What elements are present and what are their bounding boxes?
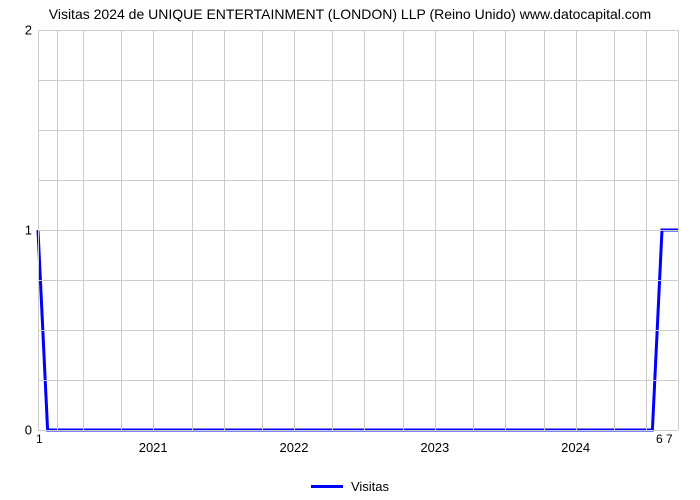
grid-line-vertical: [121, 30, 122, 430]
grid-line-horizontal: [38, 30, 678, 31]
grid-line-vertical: [224, 30, 225, 430]
grid-line-horizontal: [38, 330, 678, 331]
legend-label: Visitas: [351, 479, 389, 494]
grid-line-vertical: [403, 30, 404, 430]
line-chart: Visitas 2024 de UNIQUE ENTERTAINMENT (LO…: [0, 0, 700, 500]
y-tick-label: 2: [8, 23, 32, 38]
grid-line-vertical: [332, 30, 333, 430]
grid-line-horizontal: [38, 230, 678, 231]
grid-line-vertical: [83, 30, 84, 430]
grid-line-vertical: [473, 30, 474, 430]
chart-title: Visitas 2024 de UNIQUE ENTERTAINMENT (LO…: [0, 6, 700, 22]
y-tick-label: 0: [8, 423, 32, 438]
grid-line-horizontal: [38, 180, 678, 181]
grid-line-vertical: [57, 30, 58, 430]
grid-line-vertical: [678, 30, 679, 430]
grid-line-vertical: [544, 30, 545, 430]
x-tick-label: 2024: [561, 440, 590, 455]
grid-line-vertical: [38, 30, 39, 430]
grid-line-vertical: [646, 30, 647, 430]
grid-line-vertical: [192, 30, 193, 430]
x-tick-label: 2022: [280, 440, 309, 455]
legend-swatch: [311, 485, 343, 488]
x-tick-label: 2023: [420, 440, 449, 455]
grid-line-horizontal: [38, 80, 678, 81]
grid-line-vertical: [153, 30, 154, 430]
grid-line-vertical: [262, 30, 263, 430]
plot-area: [38, 30, 678, 430]
legend: Visitas: [0, 479, 700, 494]
grid-line-vertical: [435, 30, 436, 430]
grid-line-vertical: [294, 30, 295, 430]
grid-line-vertical: [576, 30, 577, 430]
y-tick-label: 1: [8, 223, 32, 238]
x-tick-label: 2021: [139, 440, 168, 455]
grid-line-horizontal: [38, 380, 678, 381]
x-extra-right: 6 7: [656, 432, 673, 446]
grid-line-horizontal: [38, 130, 678, 131]
grid-line-vertical: [364, 30, 365, 430]
grid-line-horizontal: [38, 280, 678, 281]
grid-line-horizontal: [38, 430, 678, 431]
grid-line-vertical: [614, 30, 615, 430]
x-extra-left: 1: [36, 432, 43, 446]
grid-line-vertical: [505, 30, 506, 430]
